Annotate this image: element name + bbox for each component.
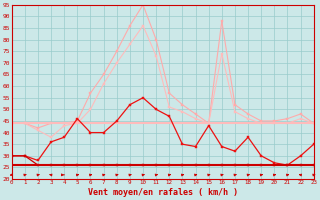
X-axis label: Vent moyen/en rafales ( km/h ): Vent moyen/en rafales ( km/h ) (88, 188, 238, 197)
